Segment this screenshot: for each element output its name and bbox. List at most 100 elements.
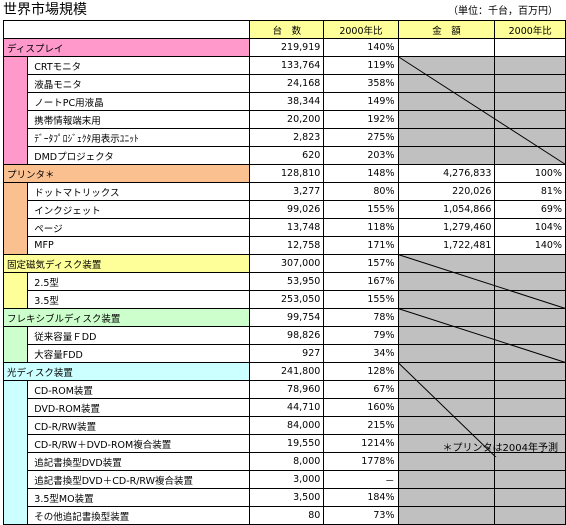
amount-cell <box>397 128 496 147</box>
units-cell: 307,000 <box>249 254 325 273</box>
header-units-ratio: 2000年比 <box>323 20 399 39</box>
table-row: CD-R/RW装置 84,000 215% <box>4 416 566 435</box>
units-cell: 3,000 <box>249 470 325 489</box>
amount-ratio-cell <box>494 128 566 147</box>
units-ratio-cell: 155% <box>323 290 399 309</box>
header-row: 台 数 2000年比 金 額 2000年比 <box>2 20 566 39</box>
units-cell: 12,758 <box>249 236 325 255</box>
table-row: プリンタ＊ 128,810 148% 4,276,833 100% <box>2 164 566 183</box>
amount-ratio-cell: 69% <box>494 200 566 219</box>
table-row: ページ 13,748 118% 1,279,460 104% <box>4 218 566 237</box>
units-cell: 133,764 <box>249 56 325 75</box>
units-cell: 24,168 <box>249 74 325 93</box>
table-row: ﾃﾞｰﾀﾌﾟﾛｼﾞｪｸﾀ用表示ﾕﾆｯﾄ 2,823 275% <box>4 128 566 147</box>
units-ratio-cell: 118% <box>323 218 399 237</box>
units-cell: 3,500 <box>249 488 325 507</box>
units-ratio-cell: 149% <box>323 92 399 111</box>
units-ratio-cell: 157% <box>323 254 399 273</box>
units-cell: 219,919 <box>249 38 325 57</box>
amount-ratio-cell <box>494 470 566 489</box>
footnote: ＊プリンタは2004年予測 <box>442 443 558 454</box>
table-row: ディスプレイ 219,919 140% <box>2 38 566 57</box>
units-ratio-cell: 155% <box>323 200 399 219</box>
table-row: 液晶モニタ 24,168 358% <box>4 74 566 93</box>
units-ratio-cell: 67% <box>323 380 399 399</box>
table-row: 3.5型MO装置 3,500 184% <box>4 488 566 507</box>
amount-cell <box>397 488 496 507</box>
category-label: ディスプレイ <box>2 38 251 57</box>
units-ratio-cell: 128% <box>323 362 399 381</box>
amount-ratio-cell <box>494 38 566 57</box>
units-cell: 241,800 <box>249 362 325 381</box>
item-label: インクジェット <box>27 200 251 219</box>
units-ratio-cell: 275% <box>323 128 399 147</box>
table-row: 従来容量ＦDD 98,826 79% <box>2 326 566 363</box>
amount-ratio-cell <box>494 416 566 435</box>
item-label: 大容量FDD <box>27 344 251 363</box>
item-label: MFP <box>27 236 251 255</box>
item-label: 2.5型 <box>27 272 251 291</box>
amount-ratio-cell <box>494 344 566 363</box>
units-cell: 38,344 <box>249 92 325 111</box>
amount-cell: 1,054,866 <box>397 200 496 219</box>
units-cell: 2,823 <box>249 128 325 147</box>
item-label: その他追記書換型装置 <box>27 506 251 525</box>
item-label: 追記書換型DVD装置 <box>27 452 251 471</box>
amount-ratio-cell <box>494 146 566 165</box>
table-row: CRTモニタ 133,764 119% <box>2 56 566 165</box>
table-row: 3.5型 253,050 155% <box>4 290 566 309</box>
item-label: 3.5型MO装置 <box>27 488 251 507</box>
units-cell: 78,960 <box>249 380 325 399</box>
category-label: フレキシブルディスク装置 <box>2 308 251 327</box>
amount-cell <box>397 470 496 489</box>
units-cell: 253,050 <box>249 290 325 309</box>
units-cell: 19,550 <box>249 434 325 453</box>
table-row: ノートPC用液晶 38,344 149% <box>4 92 566 111</box>
units-cell: 3,277 <box>249 182 325 201</box>
amount-cell <box>397 110 496 129</box>
amount-ratio-cell <box>494 452 566 471</box>
units-cell: 20,200 <box>249 110 325 129</box>
item-label: ページ <box>27 218 251 237</box>
amount-cell <box>397 416 496 435</box>
units-ratio-cell: 34% <box>323 344 399 363</box>
item-label: CD-R/RW装置 <box>27 416 251 435</box>
units-ratio-cell: － <box>323 470 399 489</box>
group-color-bar <box>2 56 29 165</box>
header-amount-ratio: 2000年比 <box>494 20 566 39</box>
units-cell: 128,810 <box>249 164 325 183</box>
item-label: DVD-ROM装置 <box>27 398 251 417</box>
units-ratio-cell: 119% <box>323 56 399 75</box>
units-cell: 13,748 <box>249 218 325 237</box>
amount-ratio-cell <box>494 272 566 291</box>
units-ratio-cell: 148% <box>323 164 399 183</box>
amount-cell <box>397 326 496 345</box>
units-ratio-cell: 80% <box>323 182 399 201</box>
units-ratio-cell: 215% <box>323 416 399 435</box>
item-label: CD-R/RW＋DVD-ROM複合装置 <box>27 434 251 453</box>
group-color-bar <box>2 326 29 363</box>
amount-ratio-cell: 81% <box>494 182 566 201</box>
item-label: CRTモニタ <box>27 56 251 75</box>
item-label: 追記書換型DVD＋CD-R/RW複合装置 <box>27 470 251 489</box>
item-label: ノートPC用液晶 <box>27 92 251 111</box>
amount-ratio-cell <box>494 110 566 129</box>
table-row: DMDプロジェクタ 620 203% <box>4 146 566 165</box>
units-cell: 98,826 <box>249 326 325 345</box>
units-cell: 44,710 <box>249 398 325 417</box>
amount-ratio-cell <box>494 74 566 93</box>
amount-cell <box>397 308 496 327</box>
table-row: 追記書換型DVD＋CD-R/RW複合装置 3,000 － <box>4 470 566 489</box>
amount-ratio-cell <box>494 506 566 525</box>
units-ratio-cell: 140% <box>323 38 399 57</box>
group-color-bar <box>2 182 29 255</box>
table-row: 固定磁気ディスク装置 307,000 157% <box>2 254 566 273</box>
table-row: 追記書換型DVD装置 8,000 1778% <box>4 452 566 471</box>
amount-cell <box>397 74 496 93</box>
table-row: MFP 12,758 171% 1,722,481 140% <box>4 236 566 255</box>
units-ratio-cell: 79% <box>323 326 399 345</box>
unit-note: （単位：千台，百万円） <box>448 6 558 17</box>
item-label: 従来容量ＦDD <box>27 326 251 345</box>
units-ratio-cell: 184% <box>323 488 399 507</box>
amount-cell: 4,276,833 <box>397 164 496 183</box>
